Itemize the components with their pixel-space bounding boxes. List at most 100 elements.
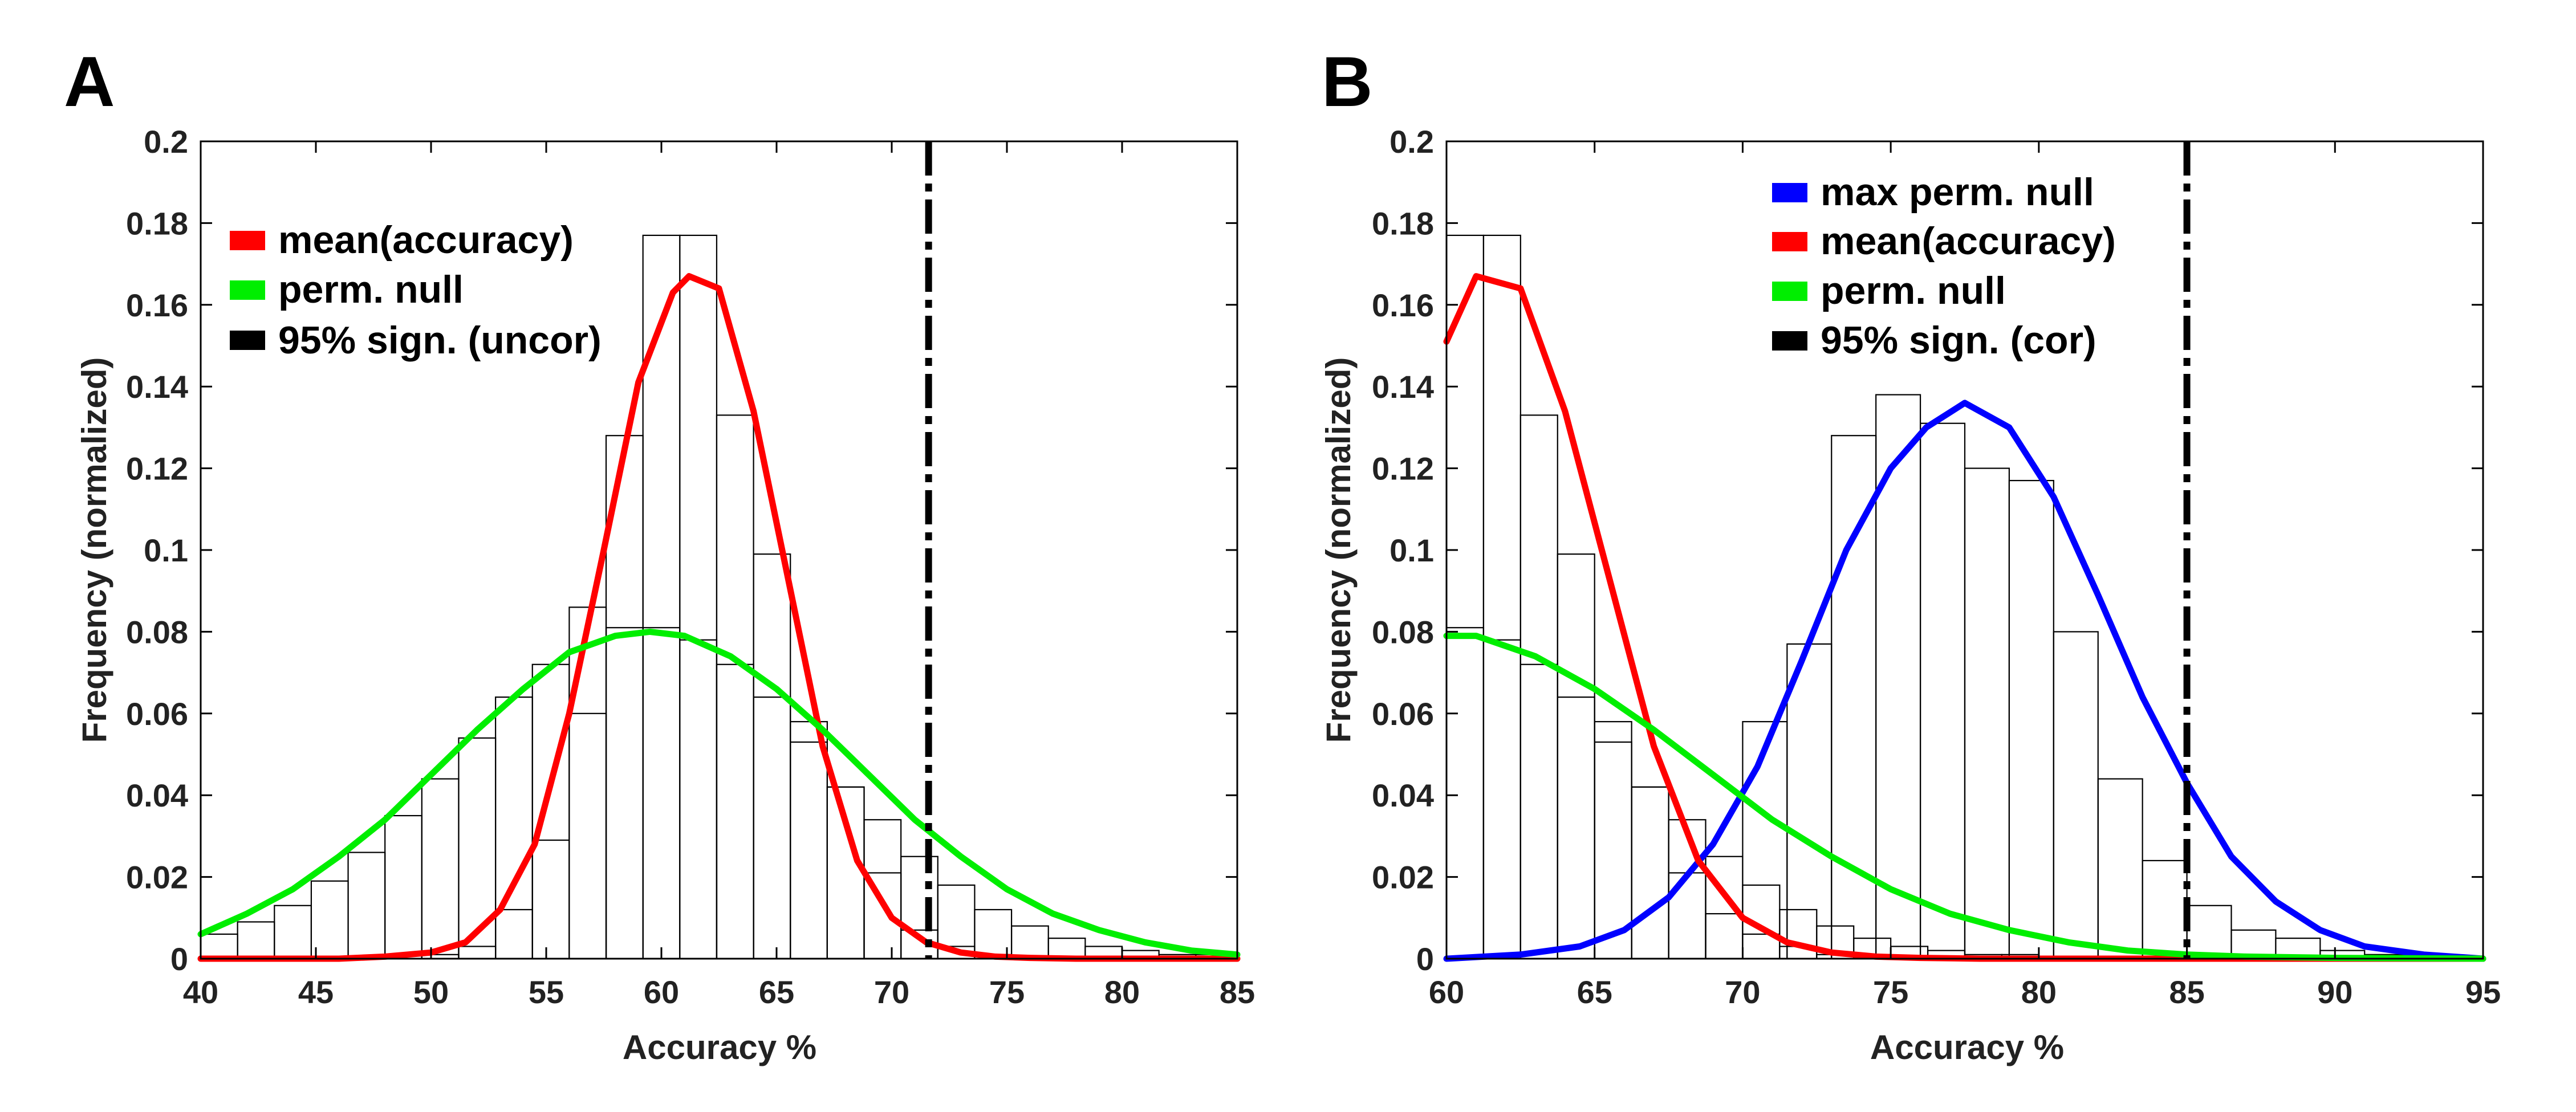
pb-y-tick-label-9: 0.18 [1372,205,1434,241]
pa-x-tick-label-70: 70 [874,974,909,1010]
legend-swatch-mean-accuracy [230,231,265,250]
pb-max-perm-null-histogram-bar-1 [1786,643,1833,960]
pb-x-tick-label-70: 70 [1725,974,1760,1010]
pb-y-tick-label-7: 0.14 [1372,369,1434,405]
legend-label-mean-accuracy: mean(accuracy) [278,218,574,262]
pb-perm-null-histogram-bar-2 [1519,663,1558,960]
pb-perm-null-histogram-bar-3 [1557,696,1595,960]
pa-x-tick-label-40: 40 [183,974,218,1010]
legend-label-max-perm-null: max perm. null [1821,170,2094,214]
pa-y-tick-label-1: 0.02 [126,860,188,895]
pb-max-perm-null-histogram-bar-7 [2053,631,2099,960]
panel-a-x-axis-label: Accuracy % [623,1028,816,1066]
pb-y-tick-label-6: 0.12 [1372,451,1434,487]
panel-a-plot-frame [200,140,1238,960]
pb-max-perm-null-histogram-bar-5 [1964,467,2010,960]
pa-y-tick-label-2: 0.04 [126,777,188,813]
pa-perm-null-histogram-bar-15 [753,696,791,960]
pa-y-tick-label-4: 0.08 [126,614,188,650]
pa-perm-null-histogram-bar-10 [568,606,607,960]
panel-a-legend: mean(accuracy) perm. null 95% sign. (unc… [230,218,602,362]
pb-x-tick-label-65: 65 [1577,974,1612,1010]
pa-line-perm-null [197,628,1241,958]
pb-mean-accuracy-histogram-bar-5 [1631,786,1669,960]
pa-perm-null-histogram-bar-7 [458,737,497,960]
pa-line-mean-accuracy [197,273,1241,962]
pa-x-tick-label-55: 55 [529,974,564,1010]
pb-mean-accuracy-histogram-bar-3 [1557,553,1595,960]
pa-mean-accuracy-histogram-bar-8 [495,909,533,960]
legend-swatch-perm-null [230,280,265,300]
pa-perm-null-histogram-bar-11 [605,627,644,960]
panel-a-y-axis-label: Frequency (normalized) [75,357,113,743]
pa-perm-null-histogram-bar-18 [863,819,902,960]
pb-y-tick-label-1: 0.02 [1372,860,1434,895]
pb-x-tick-label-90: 90 [2317,974,2352,1010]
panel-a: A 40 45 50 55 60 65 70 75 80 85 0 0.02 0.04 0.06 0.08… [64,43,1255,1066]
pb-mean-accuracy-histogram-bar-4 [1594,721,1632,960]
pb-x-tick-label-80: 80 [2021,974,2057,1010]
pa-perm-null-histogram-bar-13 [679,639,718,960]
pb-line-perm-null [1443,633,2486,962]
pb-perm-null-histogram-bar-9 [1779,909,1818,960]
pa-x-tick-label-65: 65 [759,974,794,1010]
legend-swatch-perm-null-b [1772,282,1807,301]
panel-a-series [197,141,1241,962]
panel-a-y-ticks: 0 0.02 0.04 0.06 0.08 0.1 0.12 0.14 0.16 0.18 0.2 [126,124,1237,977]
pb-y-tick-label-5: 0.1 [1389,532,1434,568]
pb-y-tick-label-10: 0.2 [1389,124,1434,160]
pa-x-tick-label-80: 80 [1104,974,1140,1010]
pa-perm-null-histogram-bar-9 [531,663,570,960]
pa-perm-null-histogram-bar-16 [790,741,828,960]
panel-a-x-ticks: 40 45 50 55 60 65 70 75 80 85 [183,141,1255,1010]
pb-max-perm-null-histogram-bar-4 [1919,422,1966,960]
legend-label-95-sign-cor: 95% sign. (cor) [1821,319,2096,362]
pa-perm-null-histogram-bar-21 [974,909,1013,960]
pa-perm-null-histogram-bar-8 [495,696,533,960]
pa-x-tick-label-75: 75 [989,974,1025,1010]
legend-label-mean-accuracy-b: mean(accuracy) [1821,219,2116,263]
pb-y-tick-label-0: 0 [1416,941,1434,977]
panel-b-y-ticks: 0 0.02 0.04 0.06 0.08 0.1 0.12 0.14 0.16 0.18 0.2 [1372,124,2483,977]
pb-y-tick-label-8: 0.16 [1372,287,1434,323]
pa-y-tick-label-5: 0.1 [144,532,188,568]
pa-y-tick-label-8: 0.16 [126,287,188,323]
pa-x-tick-label-85: 85 [1220,974,1255,1010]
pb-x-tick-label-85: 85 [2169,974,2204,1010]
pb-max-perm-null-histogram-bar-6 [2008,480,2054,960]
pb-line-max-perm-null [1443,400,2486,962]
pa-perm-null-histogram-bar-0 [200,933,238,960]
panel-b-y-axis-label: Frequency (normalized) [1319,357,1358,743]
pa-mean-accuracy-histogram-bar-14 [716,414,754,960]
legend-swatch-max-perm-null [1772,183,1807,202]
panel-b: B 60 65 70 75 80 85 90 95 00.020.040.060.080.10… [1319,43,2501,1066]
pb-max-perm-null-histogram-bar-10 [2186,905,2232,960]
pa-mean-accuracy-histogram-bar-7 [458,946,497,960]
pa-perm-null-histogram-bar-6 [421,778,460,960]
panel-b-x-axis-label: Accuracy % [1870,1028,2064,1066]
pa-perm-null-histogram-bar-3 [310,880,349,960]
panel-b-x-ticks: 60 65 70 75 80 85 90 95 [1429,141,2501,1010]
pb-x-tick-label-75: 75 [1873,974,1908,1010]
pb-x-tick-label-60: 60 [1429,974,1464,1010]
legend-swatch-mean-accuracy-b [1772,232,1807,251]
pb-mean-accuracy-histogram-bar-7 [1705,913,1744,960]
legend-label-perm-null-b: perm. null [1821,269,2006,312]
pa-perm-null-histogram-bar-22 [1010,925,1049,960]
pa-perm-null-histogram-bar-2 [274,905,312,960]
legend-swatch-95-sign-uncor [230,331,265,350]
pa-perm-null-histogram-bar-14 [716,663,754,960]
pa-x-tick-label-45: 45 [298,974,334,1010]
pb-mean-accuracy-histogram-bar-1 [1482,234,1521,960]
pa-mean-accuracy-histogram-bar-12 [642,234,681,960]
pb-y-tick-label-2: 0.04 [1372,777,1434,813]
panel-b-legend: max perm. null mean(accuracy) perm. null… [1772,170,2116,362]
pa-x-tick-label-60: 60 [644,974,679,1010]
pb-perm-null-histogram-bar-0 [1445,627,1485,960]
legend-swatch-95-sign-cor [1772,331,1807,351]
pa-mean-accuracy-histogram-bar-13 [679,234,718,960]
pb-y-tick-label-3: 0.06 [1372,696,1434,732]
pb-mean-accuracy-histogram-bar-0 [1445,234,1485,960]
legend-label-95-sign-uncor: 95% sign. (uncor) [278,319,602,362]
